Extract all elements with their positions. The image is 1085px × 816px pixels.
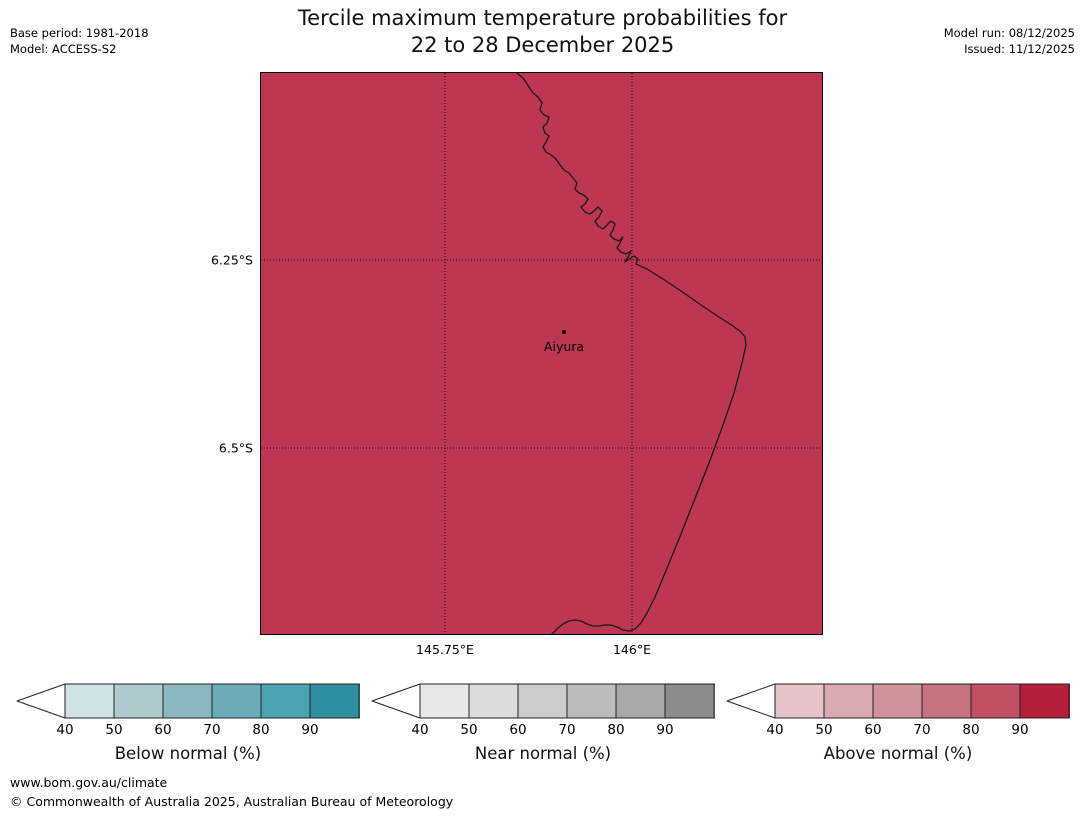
map-coastline-svg [261, 73, 822, 634]
cbar0-tick-90: 90 [301, 722, 319, 738]
cbar0-tick-70: 70 [203, 722, 221, 738]
footer-website[interactable]: www.bom.gov.au/climate [10, 775, 168, 790]
issued-text: Issued: 11/12/2025 [964, 42, 1075, 56]
cbar1-tick-90: 90 [656, 722, 674, 738]
colorbar-near-normal[interactable]: 40 50 60 70 80 90 Near normal (%) [363, 680, 723, 800]
near-normal-over-arrow [713, 683, 715, 719]
base-period-text: Base period: 1981-2018 [10, 26, 149, 40]
coastline-path [516, 73, 747, 634]
xtick-label-146e: 146°E [612, 642, 651, 657]
below-normal-band-3 [211, 683, 262, 719]
model-text: Model: ACCESS-S2 [10, 42, 117, 56]
xtick-label-145p75e: 145.75°E [416, 642, 474, 657]
footer: www.bom.gov.au/climate © Commonwealth of… [10, 773, 453, 811]
colorbar-above-normal-caption: Above normal (%) [823, 744, 973, 763]
colorbar-above-normal-ticks: 40 50 60 70 80 90 [718, 722, 1078, 742]
below-normal-band-4 [260, 683, 311, 719]
below-normal-band-5 [309, 683, 360, 719]
cbar0-tick-60: 60 [154, 722, 172, 738]
near-normal-band-0 [419, 683, 470, 719]
near-normal-under-arrow [371, 683, 421, 719]
above-normal-band-4 [970, 683, 1021, 719]
colorbar-near-normal-caption: Near normal (%) [474, 744, 612, 763]
cbar1-tick-70: 70 [558, 722, 576, 738]
near-normal-band-5 [664, 683, 715, 719]
near-normal-band-1 [468, 683, 519, 719]
above-normal-under-arrow [726, 683, 776, 719]
footer-copyright: © Commonwealth of Australia 2025, Austra… [10, 794, 454, 809]
city-label-aiyura: Aiyura [543, 339, 585, 354]
near-normal-band-3 [566, 683, 617, 719]
colorbar-above-normal[interactable]: 40 50 60 70 80 90 Above normal (%) [718, 680, 1078, 800]
model-run-text: Model run: 08/12/2025 [943, 26, 1075, 40]
colorbar-near-normal-swatches [371, 683, 715, 719]
below-normal-band-2 [162, 683, 213, 719]
cbar0-tick-80: 80 [252, 722, 270, 738]
below-normal-band-0 [64, 683, 115, 719]
cbar1-tick-50: 50 [460, 722, 478, 738]
cbar2-tick-90: 90 [1011, 722, 1029, 738]
title-line-2: 22 to 28 December 2025 [410, 33, 675, 57]
below-normal-band-1 [113, 683, 164, 719]
above-normal-band-1 [823, 683, 874, 719]
cbar2-tick-40: 40 [766, 722, 784, 738]
near-normal-band-4 [615, 683, 666, 719]
colorbar-below-normal-swatches [16, 683, 360, 719]
above-normal-band-5 [1019, 683, 1070, 719]
ytick-label-6p25s: 6.25°S [210, 252, 253, 268]
metadata-right: Model run: 08/12/2025 Issued: 11/12/2025 [944, 25, 1075, 57]
cbar1-tick-80: 80 [607, 722, 625, 738]
below-normal-under-arrow [16, 683, 66, 719]
cbar0-tick-40: 40 [56, 722, 74, 738]
cbar1-tick-60: 60 [509, 722, 527, 738]
below-normal-over-arrow [358, 683, 360, 719]
near-normal-band-2 [517, 683, 568, 719]
page-title: Tercile maximum temperature probabilitie… [0, 5, 1085, 59]
cbar2-tick-70: 70 [913, 722, 931, 738]
colorbar-below-normal-ticks: 40 50 60 70 80 90 [8, 722, 368, 742]
cbar2-tick-80: 80 [962, 722, 980, 738]
colorbar-below-normal[interactable]: 40 50 60 70 80 90 Below normal (%) [8, 680, 368, 800]
title-line-1: Tercile maximum temperature probabilitie… [297, 6, 788, 30]
cbar2-tick-60: 60 [864, 722, 882, 738]
cbar0-tick-50: 50 [105, 722, 123, 738]
colorbar-above-normal-swatches [726, 683, 1070, 719]
above-normal-band-3 [921, 683, 972, 719]
city-marker-dot [562, 330, 566, 334]
above-normal-band-0 [774, 683, 825, 719]
above-normal-band-2 [872, 683, 923, 719]
colorbar-below-normal-caption: Below normal (%) [114, 744, 262, 763]
metadata-left: Base period: 1981-2018 Model: ACCESS-S2 [10, 25, 149, 57]
cbar1-tick-40: 40 [411, 722, 429, 738]
map-panel[interactable]: Aiyura [260, 72, 823, 635]
cbar2-tick-50: 50 [815, 722, 833, 738]
ytick-label-6p5s: 6.5°S [218, 440, 253, 456]
above-normal-over-arrow [1068, 683, 1070, 719]
colorbar-near-normal-ticks: 40 50 60 70 80 90 [363, 722, 723, 742]
